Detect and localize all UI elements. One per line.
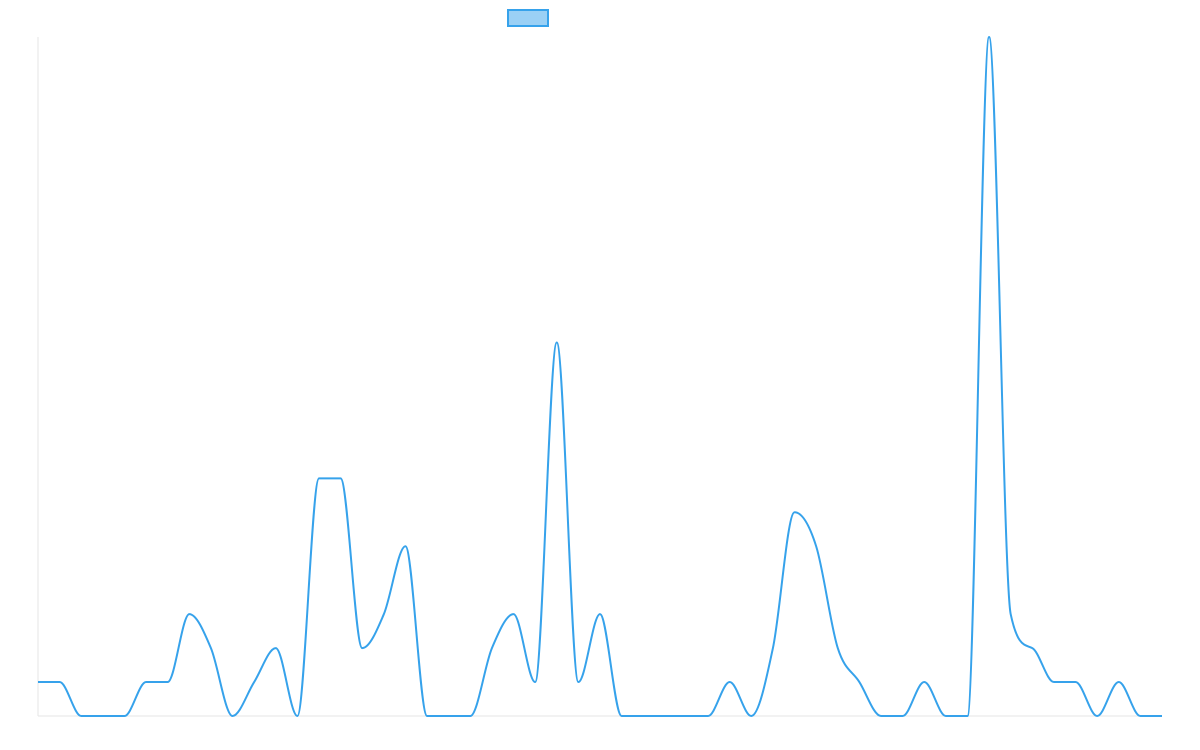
legend-swatch[interactable] <box>507 9 549 27</box>
legend[interactable] <box>507 9 549 27</box>
axes <box>37 37 1162 717</box>
series-line-0[interactable] <box>38 36 1162 717</box>
series-layer <box>38 36 1162 717</box>
